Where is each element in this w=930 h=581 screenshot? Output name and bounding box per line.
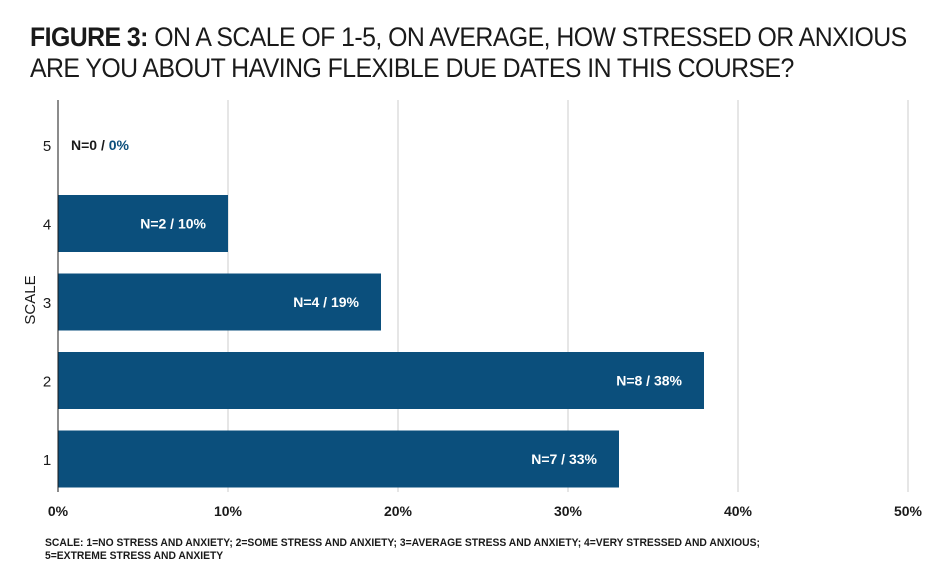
y-tick-label-1: 1: [43, 452, 51, 469]
x-tick-label-4: 40%: [724, 503, 753, 519]
data-label-pct-5: 0%: [109, 137, 130, 153]
footnote-line-1: SCALE: 1=NO STRESS AND ANXIETY; 2=SOME S…: [45, 537, 760, 549]
y-tick-label-2: 2: [43, 374, 51, 391]
y-tick-label-4: 4: [43, 217, 51, 234]
bar-4: [58, 195, 228, 252]
bar-3: [58, 273, 381, 331]
data-label-pct-2: 38%: [654, 373, 683, 389]
y-tick-label-3: 3: [43, 295, 51, 312]
y-tick-label-5: 5: [43, 138, 51, 155]
title-prefix: FIGURE 3:: [30, 22, 148, 52]
data-label-count-4: N=2 /: [140, 216, 178, 232]
data-label-count-2: N=8 /: [616, 373, 654, 389]
title-text-1: ON A SCALE OF 1-5, ON AVERAGE, HOW STRES…: [154, 22, 907, 52]
x-tick-label-0: 0%: [48, 503, 69, 519]
y-axis-title: SCALE: [22, 275, 39, 324]
data-label-5: N=0 / 0%: [71, 137, 130, 153]
data-label-4: N=2 / 10%: [140, 216, 206, 232]
data-label-count-3: N=4 /: [293, 294, 331, 310]
title-text-2: ARE YOU ABOUT HAVING FLEXIBLE DUE DATES …: [30, 53, 794, 83]
data-label-pct-4: 10%: [178, 216, 207, 232]
x-tick-label-3: 30%: [554, 503, 583, 519]
data-label-count-5: N=0 /: [71, 137, 109, 153]
data-label-pct-3: 19%: [331, 294, 360, 310]
data-label-pct-1: 33%: [569, 451, 598, 467]
bar-1: [58, 430, 619, 488]
data-label-3: N=4 / 19%: [293, 294, 359, 310]
scale-footnote: SCALE: 1=NO STRESS AND ANXIETY; 2=SOME S…: [45, 537, 760, 563]
footnote-line-2: 5=EXTREME STRESS AND ANXIETY: [45, 550, 224, 562]
bar-2: [58, 352, 704, 409]
title-line-1: FIGURE 3: ON A SCALE OF 1-5, ON AVERAGE,…: [30, 22, 907, 53]
data-label-2: N=8 / 38%: [616, 373, 682, 389]
chart-title: FIGURE 3: ON A SCALE OF 1-5, ON AVERAGE,…: [30, 22, 907, 84]
x-tick-label-1: 10%: [214, 503, 243, 519]
x-tick-label-5: 50%: [894, 503, 923, 519]
data-label-count-1: N=7 /: [531, 451, 569, 467]
x-tick-label-2: 20%: [384, 503, 413, 519]
data-label-1: N=7 / 33%: [531, 451, 597, 467]
